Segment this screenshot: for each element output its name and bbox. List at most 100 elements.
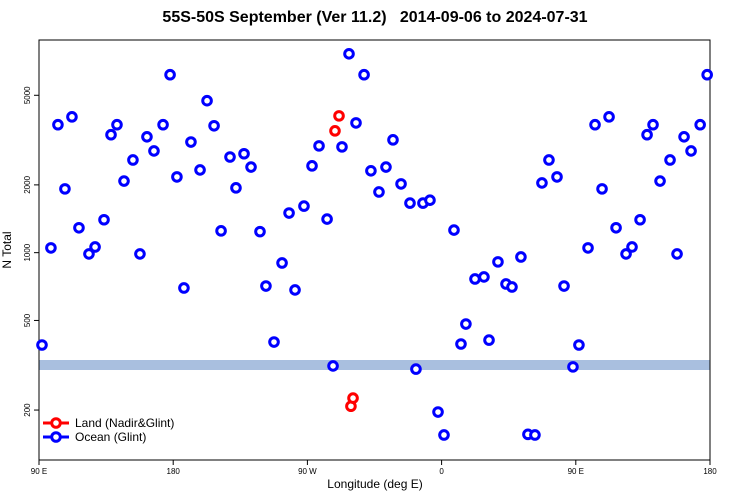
point <box>59 183 71 195</box>
point <box>558 280 570 292</box>
point <box>157 118 169 131</box>
point <box>685 145 697 157</box>
point <box>582 242 594 254</box>
point <box>268 336 280 348</box>
point <box>111 118 123 131</box>
point <box>194 164 206 176</box>
point <box>333 110 345 122</box>
point <box>596 183 608 195</box>
point <box>387 134 399 146</box>
legend-label: Land (Nadir&Glint) <box>75 416 174 430</box>
plot-frame <box>38 39 711 461</box>
y-tick-label: 5000 <box>23 86 32 104</box>
point <box>215 225 227 237</box>
point <box>492 256 504 268</box>
point <box>306 160 318 172</box>
point <box>313 140 325 152</box>
point <box>678 131 690 143</box>
x-tick-label: 180 <box>167 467 181 476</box>
point <box>347 392 359 404</box>
y-axis-label: N Total <box>0 231 14 268</box>
point <box>432 406 444 418</box>
x-tick-label: 90 W <box>298 467 317 476</box>
x-tick-label: 90 E <box>31 467 47 476</box>
point <box>626 241 638 253</box>
point <box>343 48 355 60</box>
point <box>671 248 683 260</box>
point <box>66 111 78 123</box>
point <box>455 338 467 350</box>
point <box>245 161 257 173</box>
point <box>460 318 472 330</box>
point <box>701 68 713 81</box>
point <box>641 128 653 141</box>
x-tick-label: 90 E <box>568 467 584 476</box>
point <box>185 136 197 148</box>
point <box>603 111 615 123</box>
legend-marker <box>50 431 62 443</box>
point <box>365 164 377 177</box>
point <box>551 171 563 183</box>
point <box>238 147 250 160</box>
point <box>52 118 64 131</box>
point <box>73 221 85 234</box>
point <box>350 117 362 129</box>
point <box>289 284 301 296</box>
point <box>478 271 490 283</box>
point <box>118 175 130 187</box>
point <box>83 248 95 260</box>
point <box>395 178 407 190</box>
point <box>329 125 341 137</box>
point <box>141 131 153 143</box>
point <box>536 177 548 189</box>
point <box>543 154 555 166</box>
point <box>327 360 339 372</box>
point <box>98 213 110 226</box>
point <box>134 248 146 260</box>
point <box>573 339 585 351</box>
point <box>148 145 160 157</box>
x-tick-label: 0 <box>439 467 444 476</box>
point <box>654 175 666 187</box>
point <box>380 161 392 173</box>
point <box>506 281 518 293</box>
legend: Land (Nadir&Glint)Ocean (Glint) <box>43 416 174 444</box>
y-tick-label: 1000 <box>23 243 32 261</box>
point <box>620 248 632 260</box>
point <box>224 151 236 163</box>
point <box>254 225 266 238</box>
point <box>336 141 348 153</box>
point <box>358 68 370 81</box>
point <box>208 119 220 132</box>
point <box>404 197 416 209</box>
point <box>438 429 450 441</box>
marks <box>36 48 713 441</box>
point <box>283 207 295 219</box>
point <box>201 94 213 107</box>
point <box>298 200 310 212</box>
y-tick-label: 500 <box>23 313 32 327</box>
point <box>164 68 176 81</box>
chart-title: 55S-50S September (Ver 11.2) 2014-09-06 … <box>162 9 587 26</box>
point <box>36 339 48 351</box>
point <box>321 213 333 225</box>
point <box>469 273 481 285</box>
point <box>276 257 288 269</box>
y-tick-label: 200 <box>23 403 32 417</box>
legend-marker <box>50 417 62 429</box>
point <box>105 128 117 141</box>
point <box>589 118 601 131</box>
point <box>515 251 527 263</box>
band <box>39 360 710 370</box>
point <box>610 221 622 234</box>
point <box>373 186 385 198</box>
point <box>424 194 436 207</box>
point <box>664 154 676 166</box>
point <box>694 118 706 131</box>
point <box>230 182 242 194</box>
y-tick-label: 2000 <box>23 175 32 193</box>
point <box>634 213 646 226</box>
point <box>260 280 272 292</box>
x-tick-label: 180 <box>703 467 717 476</box>
